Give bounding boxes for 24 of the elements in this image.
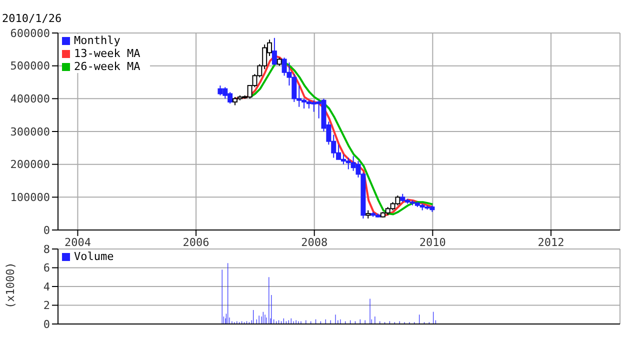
y-tick-label: 500000	[10, 60, 50, 73]
x-tick-label: 2012	[538, 236, 564, 249]
candlestick	[272, 37, 277, 65]
chart-subtitle: 2010/1/26	[2, 12, 62, 25]
y-tick-label: 6	[43, 262, 50, 275]
y-tick-label: 100000	[10, 191, 50, 204]
y-tick-label: 8	[43, 242, 50, 256]
y-tick-label: 2	[43, 299, 50, 312]
x-tick-label: 2008	[301, 236, 328, 249]
y-axis-title: (x1000)	[4, 262, 17, 308]
x-tick-label: 2010	[419, 236, 446, 249]
y-tick-label: 0	[43, 224, 50, 237]
y-tick-label: 300000	[10, 125, 50, 138]
y-tick-label: 0	[43, 318, 50, 331]
legend-label: Monthly	[74, 34, 120, 47]
y-tick-label: 200000	[10, 158, 50, 172]
y-tick-label: 4	[43, 280, 50, 294]
x-tick-label: 2004	[64, 236, 92, 249]
y-tick-label: 600000	[10, 26, 50, 40]
x-tick-label: 2006	[182, 236, 210, 249]
legend-label: 13-week MA	[74, 47, 140, 60]
legend-label: 26-week MA	[74, 60, 140, 73]
y-tick-label: 400000	[10, 92, 50, 106]
legend-label: Volume	[74, 250, 114, 263]
